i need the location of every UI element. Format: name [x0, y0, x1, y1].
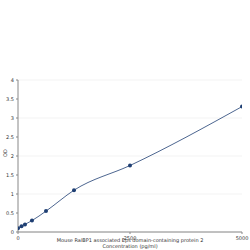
svg-text:5000: 5000	[236, 235, 242, 240]
svg-text:3: 3	[11, 115, 14, 121]
svg-text:4: 4	[11, 77, 14, 83]
svg-text:3.5: 3.5	[8, 96, 14, 102]
svg-text:1: 1	[11, 191, 14, 197]
svg-text:2.5: 2.5	[8, 134, 14, 140]
svg-text:0: 0	[16, 235, 19, 240]
svg-text:1.5: 1.5	[8, 172, 14, 178]
svg-text:0.5: 0.5	[8, 210, 14, 216]
html-text:Concentration (pg/ml): Concentration (pg/ml)	[102, 242, 158, 249]
svg-text:2: 2	[11, 153, 14, 159]
svg-text:0: 0	[11, 229, 14, 235]
html-text:Mouse RalBP1 associated Eps do: Mouse RalBP1 associated Eps domain-conta…	[56, 237, 204, 243]
html-text:OD: OD	[2, 149, 8, 157]
